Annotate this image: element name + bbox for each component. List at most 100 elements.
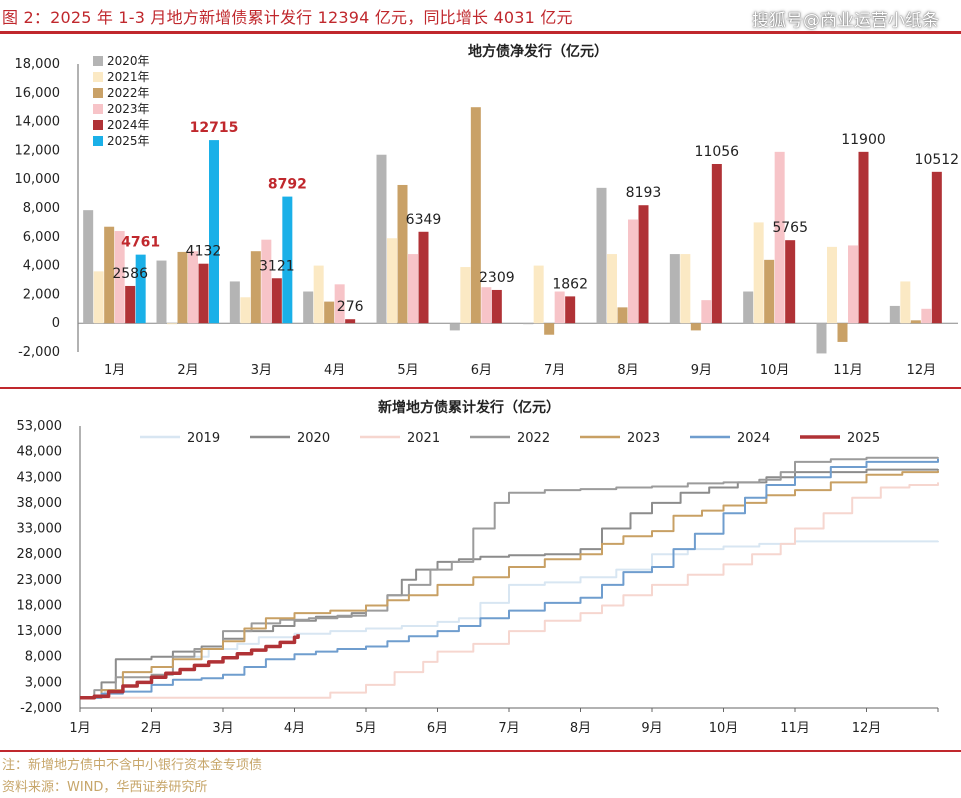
bar: [858, 151, 869, 324]
bar-y-tick-label: 14,000: [15, 115, 61, 130]
bar: [931, 171, 942, 324]
line-y-tick-label: 53,000: [17, 419, 63, 434]
bar: [701, 300, 712, 324]
bar-data-label: 276: [337, 299, 364, 315]
line-x-tick-label: 1月: [69, 721, 90, 736]
bar-data-label: 2309: [479, 270, 515, 286]
bar-y-tick-label: 18,000: [15, 57, 61, 72]
chart-divider: [0, 387, 961, 389]
bar-data-label: 8193: [626, 185, 662, 201]
bar-data-label: 5765: [772, 220, 808, 236]
bar: [324, 301, 335, 324]
series-line-2019: [80, 540, 939, 699]
bar-y-tick-label: 6,000: [23, 230, 60, 245]
bar: [523, 323, 534, 325]
line-x-tick-label: 10月: [709, 721, 739, 736]
bar: [240, 297, 251, 324]
figure-header: 图 2：2025 年 1-3 月地方新增债累计发行 12394 亿元，同比增长 …: [0, 0, 961, 31]
line-y-tick-label: 33,000: [17, 522, 63, 537]
legend-label: 2019: [187, 431, 220, 446]
bar-chart-title: 地方债净发行（亿元）: [468, 43, 608, 60]
bar: [774, 151, 785, 324]
line-x-tick-label: 2月: [141, 721, 162, 736]
series-line-2024: [80, 458, 939, 699]
figure-title: 图 2：2025 年 1-3 月地方新增债累计发行 12394 亿元，同比增长 …: [2, 8, 573, 27]
bar-x-tick-label: 10月: [760, 363, 790, 378]
bar-data-label: 3121: [259, 258, 295, 274]
bar: [533, 265, 544, 324]
bar: [334, 284, 345, 324]
bar: [156, 260, 167, 324]
legend-swatch: [93, 120, 103, 130]
bar: [125, 285, 136, 324]
bar: [889, 305, 900, 324]
bar: [135, 254, 146, 324]
bar: [167, 323, 177, 325]
bar: [177, 251, 188, 324]
legend-label: 2025年: [107, 134, 150, 148]
bar: [554, 291, 565, 324]
bar-x-tick-label: 11月: [833, 363, 863, 378]
line-x-tick-label: 9月: [641, 721, 662, 736]
bar-data-label: 4132: [186, 244, 222, 260]
bar-x-tick-label: 5月: [397, 363, 418, 378]
legend-label: 2020: [297, 431, 330, 446]
bar: [669, 254, 680, 324]
line-x-tick-label: 11月: [780, 721, 810, 736]
bar-x-tick-label: 9月: [691, 363, 712, 378]
bar-y-tick-label: 8,000: [23, 201, 60, 216]
bar-y-tick-label: 2,000: [23, 287, 60, 302]
footer-rule: [0, 750, 961, 752]
bar: [743, 291, 754, 324]
line-y-tick-label: 38,000: [17, 496, 63, 511]
bar: [544, 323, 555, 335]
legend-swatch: [93, 56, 103, 66]
bar: [628, 219, 638, 324]
bar: [83, 210, 94, 324]
bar: [313, 265, 324, 324]
line-x-tick-label: 7月: [498, 721, 519, 736]
bar-data-label: 8792: [268, 177, 307, 193]
bar: [848, 245, 858, 324]
bar-x-tick-label: 1月: [104, 363, 125, 378]
bar-y-tick-label: 10,000: [15, 172, 61, 187]
bar-y-tick-label: 12,000: [15, 143, 61, 158]
bar: [491, 289, 502, 324]
legend-swatch: [93, 72, 103, 82]
legend-label: 2024: [737, 431, 770, 446]
bar: [303, 291, 314, 324]
bar: [449, 323, 460, 331]
line-chart-title: 新增地方债累计发行（亿元）: [378, 399, 560, 416]
bar: [188, 251, 198, 324]
legend-label: 2022年: [107, 86, 150, 100]
line-chart: 新增地方债累计发行（亿元） -2,000 3,000 8,000 13,000 18,00…: [17, 399, 939, 736]
bar-data-label: 10512: [915, 152, 960, 168]
bar: [910, 320, 921, 324]
bar-x-tick-label: 6月: [471, 363, 492, 378]
legend-label: 2020年: [107, 54, 150, 68]
bar-x-tick-label: 4月: [324, 363, 345, 378]
bar: [209, 140, 219, 324]
bar: [250, 251, 261, 324]
bar: [408, 254, 418, 324]
bar-x-tick-label: 8月: [617, 363, 638, 378]
series-line-2022: [80, 456, 939, 699]
line-y-tick-label: 3,000: [25, 675, 62, 690]
bar: [481, 287, 492, 324]
bar: [376, 154, 387, 324]
bar: [837, 323, 848, 342]
bar: [93, 271, 104, 324]
legend-label: 2025: [847, 431, 880, 446]
bar-y-tick-label: 16,000: [15, 86, 61, 101]
bar: [282, 196, 293, 324]
bar-data-label: 11900: [841, 132, 886, 148]
bar: [690, 323, 701, 331]
bar: [261, 239, 272, 324]
bar-data-label: 11056: [695, 144, 740, 160]
watermark: 搜狐号@商业运营小纸条: [752, 11, 939, 31]
bar-x-tick-label: 3月: [251, 363, 272, 378]
bar-data-label: 2586: [112, 266, 148, 282]
legend-label: 2023年: [107, 102, 150, 116]
bar: [387, 238, 397, 324]
legend-label: 2022: [517, 431, 550, 446]
